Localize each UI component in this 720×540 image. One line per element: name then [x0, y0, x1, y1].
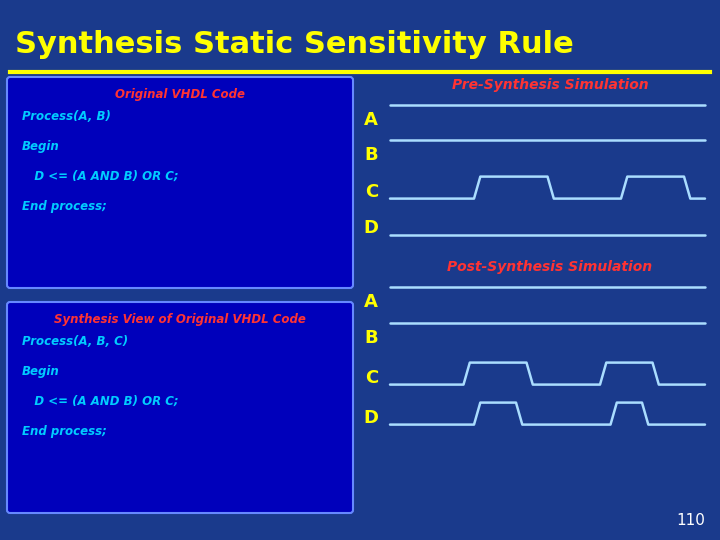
- Text: C: C: [365, 183, 378, 201]
- Text: D: D: [363, 219, 378, 237]
- Text: C: C: [365, 369, 378, 387]
- Text: A: A: [364, 293, 378, 311]
- Text: D <= (A AND B) OR C;: D <= (A AND B) OR C;: [22, 395, 179, 408]
- Text: Begin: Begin: [22, 365, 60, 378]
- Text: B: B: [364, 146, 378, 164]
- Text: Synthesis View of Original VHDL Code: Synthesis View of Original VHDL Code: [54, 313, 306, 326]
- Text: End process;: End process;: [22, 200, 107, 213]
- Text: Synthesis Static Sensitivity Rule: Synthesis Static Sensitivity Rule: [15, 30, 574, 59]
- Text: Pre-Synthesis Simulation: Pre-Synthesis Simulation: [451, 78, 648, 92]
- Text: Original VHDL Code: Original VHDL Code: [115, 88, 245, 101]
- Text: End process;: End process;: [22, 425, 107, 438]
- FancyBboxPatch shape: [7, 77, 353, 288]
- Text: Process(A, B, C): Process(A, B, C): [22, 335, 128, 348]
- Text: Post-Synthesis Simulation: Post-Synthesis Simulation: [447, 260, 652, 274]
- Text: D <= (A AND B) OR C;: D <= (A AND B) OR C;: [22, 170, 179, 183]
- FancyBboxPatch shape: [7, 302, 353, 513]
- Text: A: A: [364, 111, 378, 129]
- Text: D: D: [363, 409, 378, 427]
- Text: Process(A, B): Process(A, B): [22, 110, 111, 123]
- Text: 110: 110: [676, 513, 705, 528]
- Text: Begin: Begin: [22, 140, 60, 153]
- Text: B: B: [364, 329, 378, 347]
